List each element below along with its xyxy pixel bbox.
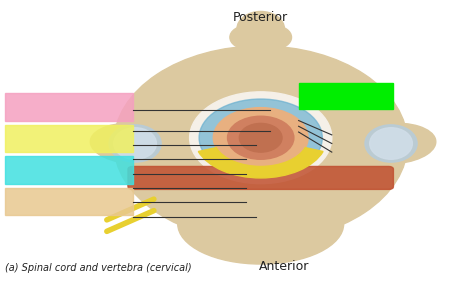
FancyArrowPatch shape [107, 199, 154, 220]
Ellipse shape [237, 40, 284, 57]
Ellipse shape [351, 123, 436, 164]
Ellipse shape [230, 26, 263, 49]
FancyArrowPatch shape [107, 211, 154, 231]
Text: Anterior: Anterior [259, 260, 310, 273]
Text: (a) Spinal cord and vertebra (cervical): (a) Spinal cord and vertebra (cervical) [5, 263, 191, 273]
Ellipse shape [365, 125, 417, 162]
Bar [5, 93, 133, 121]
FancyBboxPatch shape [128, 166, 393, 189]
Ellipse shape [114, 128, 156, 159]
Ellipse shape [370, 128, 412, 159]
Ellipse shape [91, 123, 175, 164]
Ellipse shape [190, 92, 332, 184]
Wedge shape [198, 148, 323, 178]
Ellipse shape [258, 26, 292, 49]
Ellipse shape [228, 116, 294, 159]
Ellipse shape [237, 11, 284, 46]
Ellipse shape [178, 184, 344, 264]
Ellipse shape [114, 46, 408, 241]
Ellipse shape [109, 125, 161, 162]
Ellipse shape [199, 99, 322, 177]
Text: Posterior: Posterior [233, 11, 288, 24]
Ellipse shape [239, 123, 282, 152]
Bar [5, 125, 133, 152]
Bar [299, 83, 393, 109]
Ellipse shape [213, 108, 308, 168]
Bar [5, 188, 133, 215]
Bar [5, 156, 133, 184]
